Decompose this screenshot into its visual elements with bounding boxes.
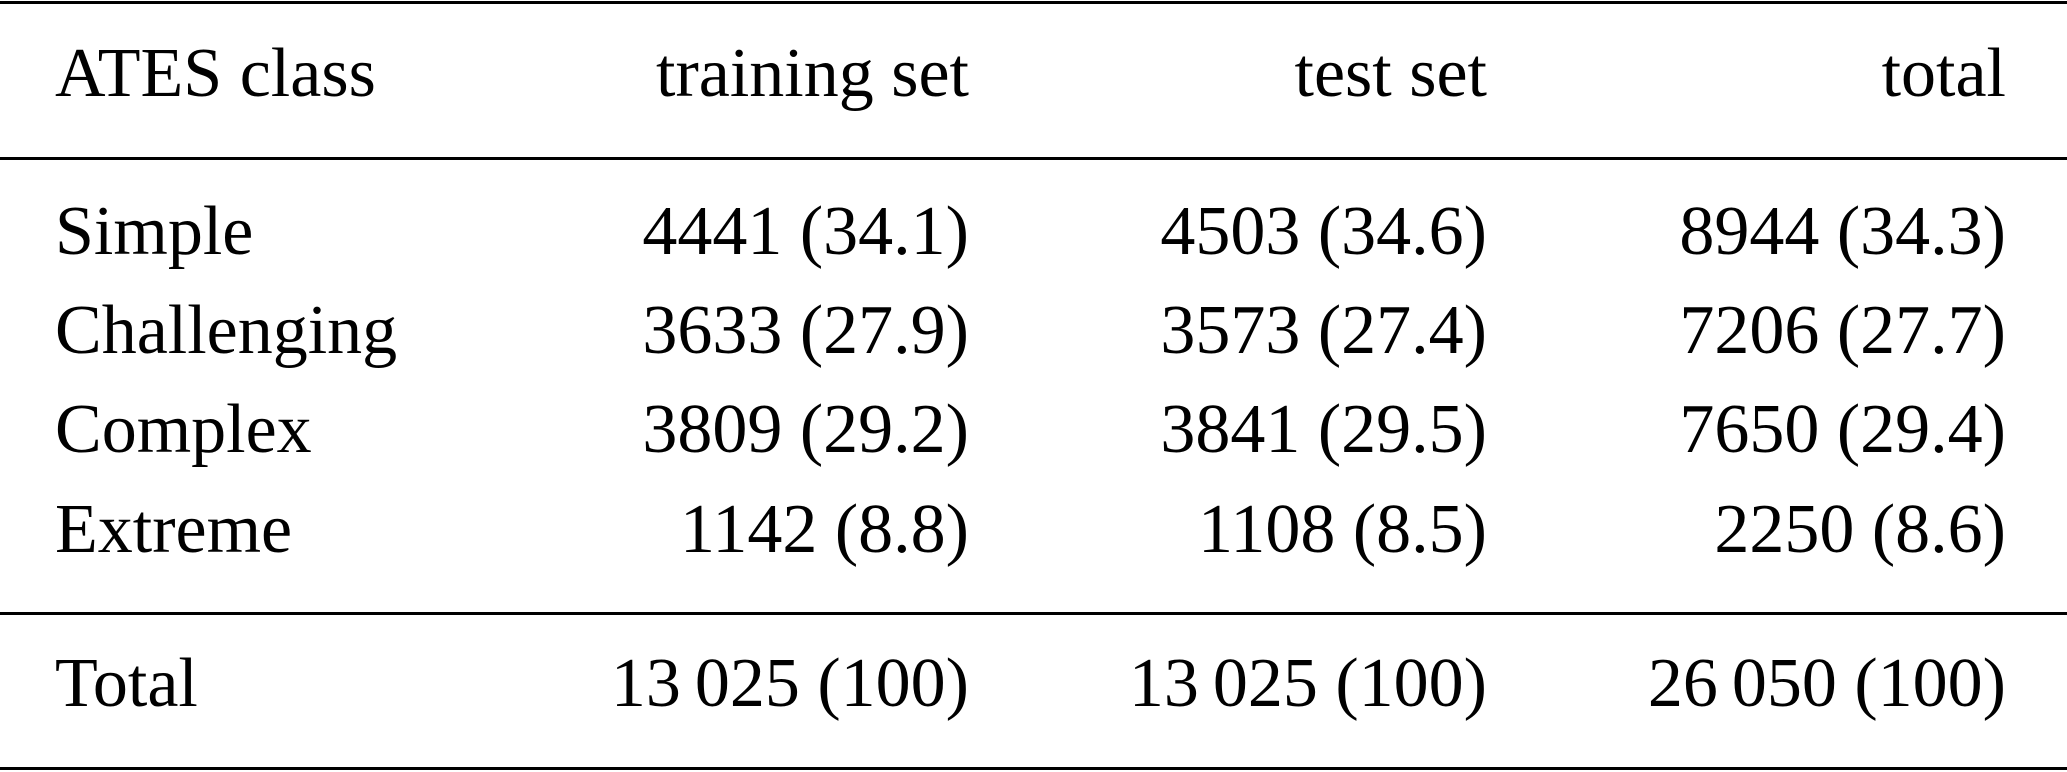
data-cell: 1108 (8.5) — [1197, 491, 1487, 568]
data-cell: 7206 (27.7) — [1679, 292, 2006, 369]
total-cell: 13 025 (100) — [610, 645, 969, 722]
footer-rule — [0, 612, 2067, 615]
total-label: Total — [55, 645, 198, 722]
data-cell: 7650 (29.4) — [1679, 391, 2006, 468]
header-cell: training set — [656, 35, 969, 112]
header-rule — [0, 157, 2067, 160]
data-cell: 1142 (8.8) — [679, 491, 969, 568]
data-cell: 3841 (29.5) — [1160, 391, 1487, 468]
total-cell: 26 050 (100) — [1647, 645, 2006, 722]
header-cell: ATES class — [55, 35, 376, 112]
row-label: Complex — [55, 391, 312, 468]
header-cell: test set — [1294, 35, 1487, 112]
total-cell: 13 025 (100) — [1128, 645, 1487, 722]
data-cell: 3809 (29.2) — [642, 391, 969, 468]
row-label: Extreme — [55, 491, 293, 568]
data-cell: 3633 (27.9) — [642, 292, 969, 369]
data-cell: 8944 (34.3) — [1679, 193, 2006, 270]
row-label: Simple — [55, 193, 254, 270]
header-cell: total — [1881, 35, 2006, 112]
data-cell: 4441 (34.1) — [642, 193, 969, 270]
data-cell: 2250 (8.6) — [1714, 491, 2006, 568]
bottom-rule — [0, 767, 2067, 770]
row-label: Challenging — [55, 292, 398, 369]
data-cell: 4503 (34.6) — [1160, 193, 1487, 270]
top-rule — [0, 1, 2067, 4]
data-cell: 3573 (27.4) — [1160, 292, 1487, 369]
